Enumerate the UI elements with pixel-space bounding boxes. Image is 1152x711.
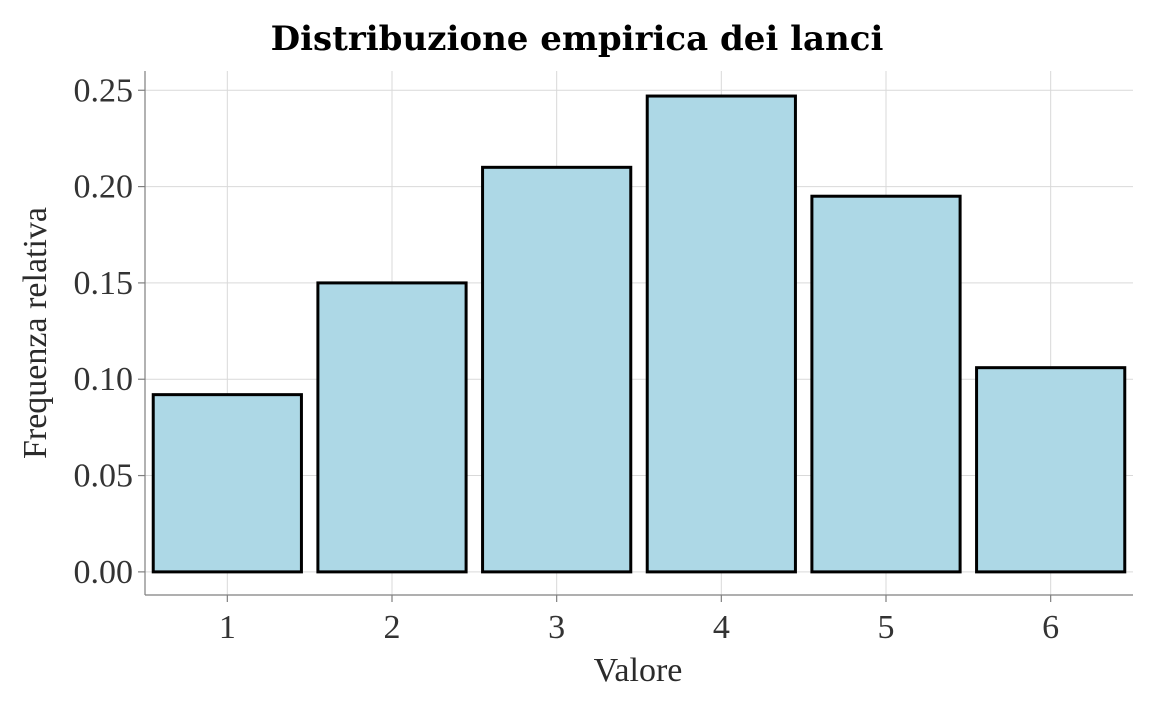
- y-tick-label: 0.25: [74, 72, 134, 109]
- y-tick-label: 0.15: [74, 265, 134, 302]
- y-tick-labels: 0.00 0.05 0.10 0.15 0.20 0.25: [74, 72, 134, 591]
- bar-1: [151, 393, 303, 574]
- x-tick-label: 6: [1042, 609, 1059, 646]
- y-tick-label: 0.10: [74, 361, 134, 398]
- x-tick-label: 2: [384, 609, 401, 646]
- bar-4: [645, 94, 797, 574]
- bar-5: [810, 194, 962, 574]
- axes: [138, 71, 1133, 602]
- x-tick-label: 1: [219, 609, 236, 646]
- bar-2: [316, 281, 468, 574]
- bar-3: [481, 165, 633, 574]
- x-axis-title: Valore: [594, 652, 683, 689]
- y-axis-title: Frequenza relativa: [17, 207, 54, 459]
- y-tick-label: 0.00: [74, 554, 134, 591]
- x-tick-label: 3: [548, 609, 565, 646]
- x-tick-label: 4: [713, 609, 730, 646]
- x-tick-label: 5: [878, 609, 895, 646]
- bar-6: [975, 366, 1127, 574]
- chart-title: Distribuzione empirica dei lanci: [271, 19, 884, 59]
- y-tick-label: 0.05: [74, 458, 134, 495]
- plot-area: 1 2 3 4 5 6 0.00 0.05 0.10 0.15 0.20 0.25: [74, 71, 1133, 646]
- y-tick-label: 0.20: [74, 169, 134, 206]
- x-tick-labels: 1 2 3 4 5 6: [219, 609, 1059, 646]
- grid-lines: [145, 71, 1133, 595]
- bars: [151, 94, 1127, 574]
